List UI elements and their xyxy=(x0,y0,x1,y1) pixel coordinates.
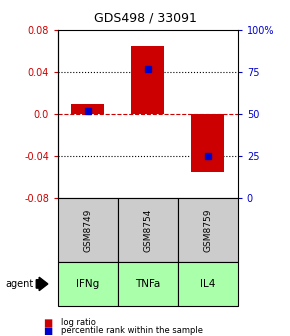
Text: GSM8754: GSM8754 xyxy=(143,208,153,252)
Bar xyxy=(118,198,178,262)
Bar xyxy=(118,262,178,306)
Text: IL4: IL4 xyxy=(200,279,215,289)
Bar xyxy=(58,262,118,306)
Text: GDS498 / 33091: GDS498 / 33091 xyxy=(94,12,196,25)
Text: IFNg: IFNg xyxy=(76,279,99,289)
Text: ■: ■ xyxy=(44,318,53,328)
Text: TNFa: TNFa xyxy=(135,279,161,289)
Bar xyxy=(71,104,104,114)
Text: percentile rank within the sample: percentile rank within the sample xyxy=(61,327,203,335)
Bar xyxy=(178,198,238,262)
Text: agent: agent xyxy=(6,279,34,289)
Text: ■: ■ xyxy=(44,326,53,336)
Text: GSM8759: GSM8759 xyxy=(203,208,212,252)
Bar xyxy=(191,114,224,172)
Bar xyxy=(58,198,118,262)
Text: log ratio: log ratio xyxy=(61,318,96,327)
Text: GSM8749: GSM8749 xyxy=(84,208,93,252)
Bar xyxy=(131,46,164,114)
Bar xyxy=(178,262,238,306)
